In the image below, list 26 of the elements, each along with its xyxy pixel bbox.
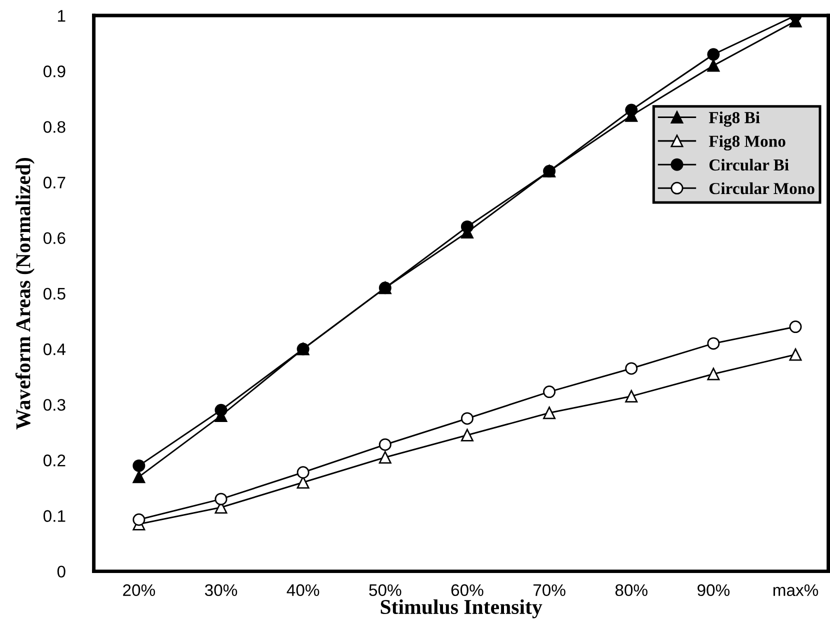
y-tick-label: 1: [58, 10, 66, 22]
y-tick-label: 0.4: [43, 343, 66, 356]
y-tick-label: 0: [57, 566, 66, 578]
x-tick-label: 80%: [615, 584, 648, 596]
x-tick-label: 90%: [698, 584, 730, 596]
x-tick-label: 40%: [286, 584, 320, 596]
y-tick-label: 0.6: [43, 232, 66, 244]
y-axis-title: Waveform Areas (Normalized): [15, 158, 35, 430]
y-tick-label: 0.1: [43, 510, 66, 522]
x-axis-title: Stimulus Intensity: [380, 599, 542, 618]
y-tick-label: 0.8: [43, 121, 66, 133]
y-tick-label: 0.5: [43, 288, 66, 300]
x-tick-label: 50%: [369, 584, 402, 596]
y-tick-label: 0.7: [43, 176, 66, 188]
y-tick-label: 0.3: [43, 398, 66, 411]
legend-label: Fig8 Mono: [708, 135, 786, 150]
legend-label: Fig8 Bi: [708, 112, 760, 127]
legend-label: Circular Bi: [709, 158, 789, 171]
legend-label: Circular Mono: [709, 182, 814, 194]
x-tick-label: 70%: [533, 584, 566, 596]
x-tick-label: 20%: [123, 584, 156, 596]
x-tick-label: 60%: [451, 584, 484, 596]
x-tick-label: 30%: [204, 584, 238, 596]
x-tick-label: max%: [773, 584, 818, 596]
y-tick-label: 0.9: [43, 66, 66, 78]
y-tick-label: 0.2: [43, 454, 66, 466]
